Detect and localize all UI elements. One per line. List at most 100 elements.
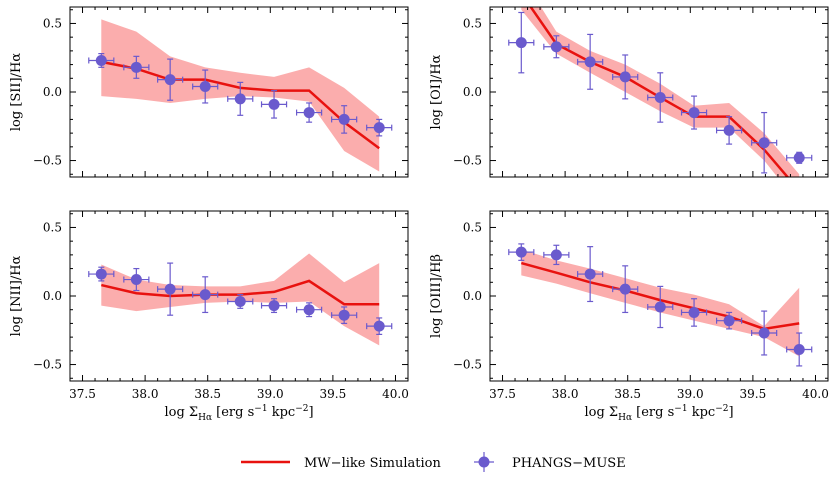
y-tick-label: 0.0 <box>463 85 482 99</box>
x-tick-label: 38.0 <box>552 387 579 401</box>
plot-area <box>508 243 813 367</box>
y-tick-label: 0.0 <box>43 85 62 99</box>
x-axis-label-part: kpc <box>268 405 296 420</box>
obs-point <box>227 294 254 309</box>
obs-point <box>751 111 778 174</box>
x-axis-label-part: −1 <box>254 404 267 414</box>
obs-point <box>751 310 778 356</box>
obs-marker <box>373 320 385 332</box>
obs-marker <box>164 74 176 86</box>
obs-point <box>123 267 150 292</box>
y-axis-label: log [OIII]/Hβ <box>429 254 444 338</box>
obs-point <box>192 69 219 104</box>
obs-point <box>577 33 604 90</box>
obs-point <box>543 244 570 266</box>
obs-point <box>192 276 219 314</box>
obs-marker <box>723 315 735 327</box>
legend-obs-marker <box>474 452 494 472</box>
obs-marker <box>688 107 700 119</box>
obs-point <box>786 151 813 164</box>
obs-point <box>260 298 288 314</box>
obs-marker <box>199 81 211 93</box>
obs-point <box>157 58 184 101</box>
obs-marker <box>793 152 805 164</box>
obs-point <box>157 262 184 316</box>
obs-marker <box>723 124 735 136</box>
obs-marker <box>758 327 770 339</box>
panel-top-left: −0.5 0.0 0.5 log [SII]/Hα <box>9 6 409 178</box>
x-axis-label-part: [erg s <box>632 405 674 420</box>
obs-point <box>331 306 358 325</box>
obs-marker <box>619 283 631 295</box>
obs-marker <box>550 249 562 261</box>
x-tick-label: 38.5 <box>194 387 221 401</box>
obs-marker <box>758 137 770 149</box>
obs-marker <box>619 71 631 83</box>
obs-point <box>88 266 115 282</box>
x-axis-label-part: −2 <box>715 404 728 414</box>
obs-point <box>647 285 674 329</box>
x-axis-label-part: kpc <box>688 405 716 420</box>
obs-marker <box>234 93 246 105</box>
x-axis-label-part: ] <box>308 405 313 420</box>
y-tick-label: 0.5 <box>43 220 62 234</box>
y-tick-label: −0.5 <box>453 154 482 168</box>
panel-top-right: −0.5 0.0 0.5 log [OI]/Hα <box>429 6 829 178</box>
obs-point <box>366 118 393 137</box>
obs-point <box>88 53 115 68</box>
legend: MW−like Simulation PHANGS−MUSE <box>241 452 626 472</box>
obs-point <box>680 298 708 327</box>
x-tick-label: 37.5 <box>489 387 516 401</box>
obs-marker <box>654 91 666 103</box>
x-axis-label-part: −2 <box>295 404 308 414</box>
obs-point <box>331 105 358 134</box>
obs-marker <box>338 309 350 321</box>
obs-marker <box>234 295 246 307</box>
obs-marker <box>130 61 142 73</box>
legend-obs-label: PHANGS−MUSE <box>512 456 626 471</box>
plot-area <box>88 19 393 172</box>
y-axis-label: log [NII]/Hα <box>9 255 24 336</box>
x-axis-label-part: Hα <box>618 413 632 423</box>
x-axis-label-part: Hα <box>198 413 212 423</box>
obs-marker <box>550 41 562 53</box>
obs-point <box>295 302 323 318</box>
obs-marker <box>95 268 107 280</box>
obs-marker <box>268 98 280 110</box>
y-tick-label: −0.5 <box>33 154 62 168</box>
obs-point <box>612 265 639 314</box>
obs-marker <box>584 56 596 68</box>
obs-marker <box>688 306 700 318</box>
y-tick-label: 0.5 <box>463 220 482 234</box>
x-tick-label: 39.5 <box>320 387 347 401</box>
x-tick-label: 37.5 <box>69 387 96 401</box>
panel-bottom-left: 37.5 38.0 38.5 39.0 39.5 40.0 −0.5 0.0 0.5 log [N… <box>9 210 409 423</box>
obs-marker <box>584 268 596 280</box>
x-tick-label: 38.5 <box>614 387 641 401</box>
obs-point <box>680 95 708 130</box>
y-tick-label: 0.0 <box>463 289 482 303</box>
obs-point <box>508 243 535 261</box>
obs-point <box>366 317 393 335</box>
y-tick-label: 0.5 <box>43 16 62 30</box>
obs-marker <box>95 54 107 66</box>
x-axis-label-part: log Σ <box>584 405 618 420</box>
obs-point <box>786 332 813 367</box>
obs-point <box>227 81 254 116</box>
obs-marker <box>268 300 280 312</box>
x-tick-label: 38.0 <box>132 387 159 401</box>
obs-marker <box>515 37 527 49</box>
x-tick-label: 39.0 <box>257 387 284 401</box>
y-tick-label: −0.5 <box>453 358 482 372</box>
obs-marker <box>303 304 315 316</box>
x-tick-label: 39.5 <box>740 387 767 401</box>
x-tick-label: 40.0 <box>802 387 829 401</box>
x-axis-label-part: −1 <box>674 404 687 414</box>
obs-point <box>260 90 288 119</box>
x-tick-label: 39.0 <box>677 387 704 401</box>
plot-area <box>88 253 393 346</box>
x-axis-label-part: log Σ <box>164 405 198 420</box>
obs-marker <box>338 113 350 125</box>
y-axis-label: log [OI]/Hα <box>429 54 444 129</box>
obs-marker <box>654 301 666 313</box>
